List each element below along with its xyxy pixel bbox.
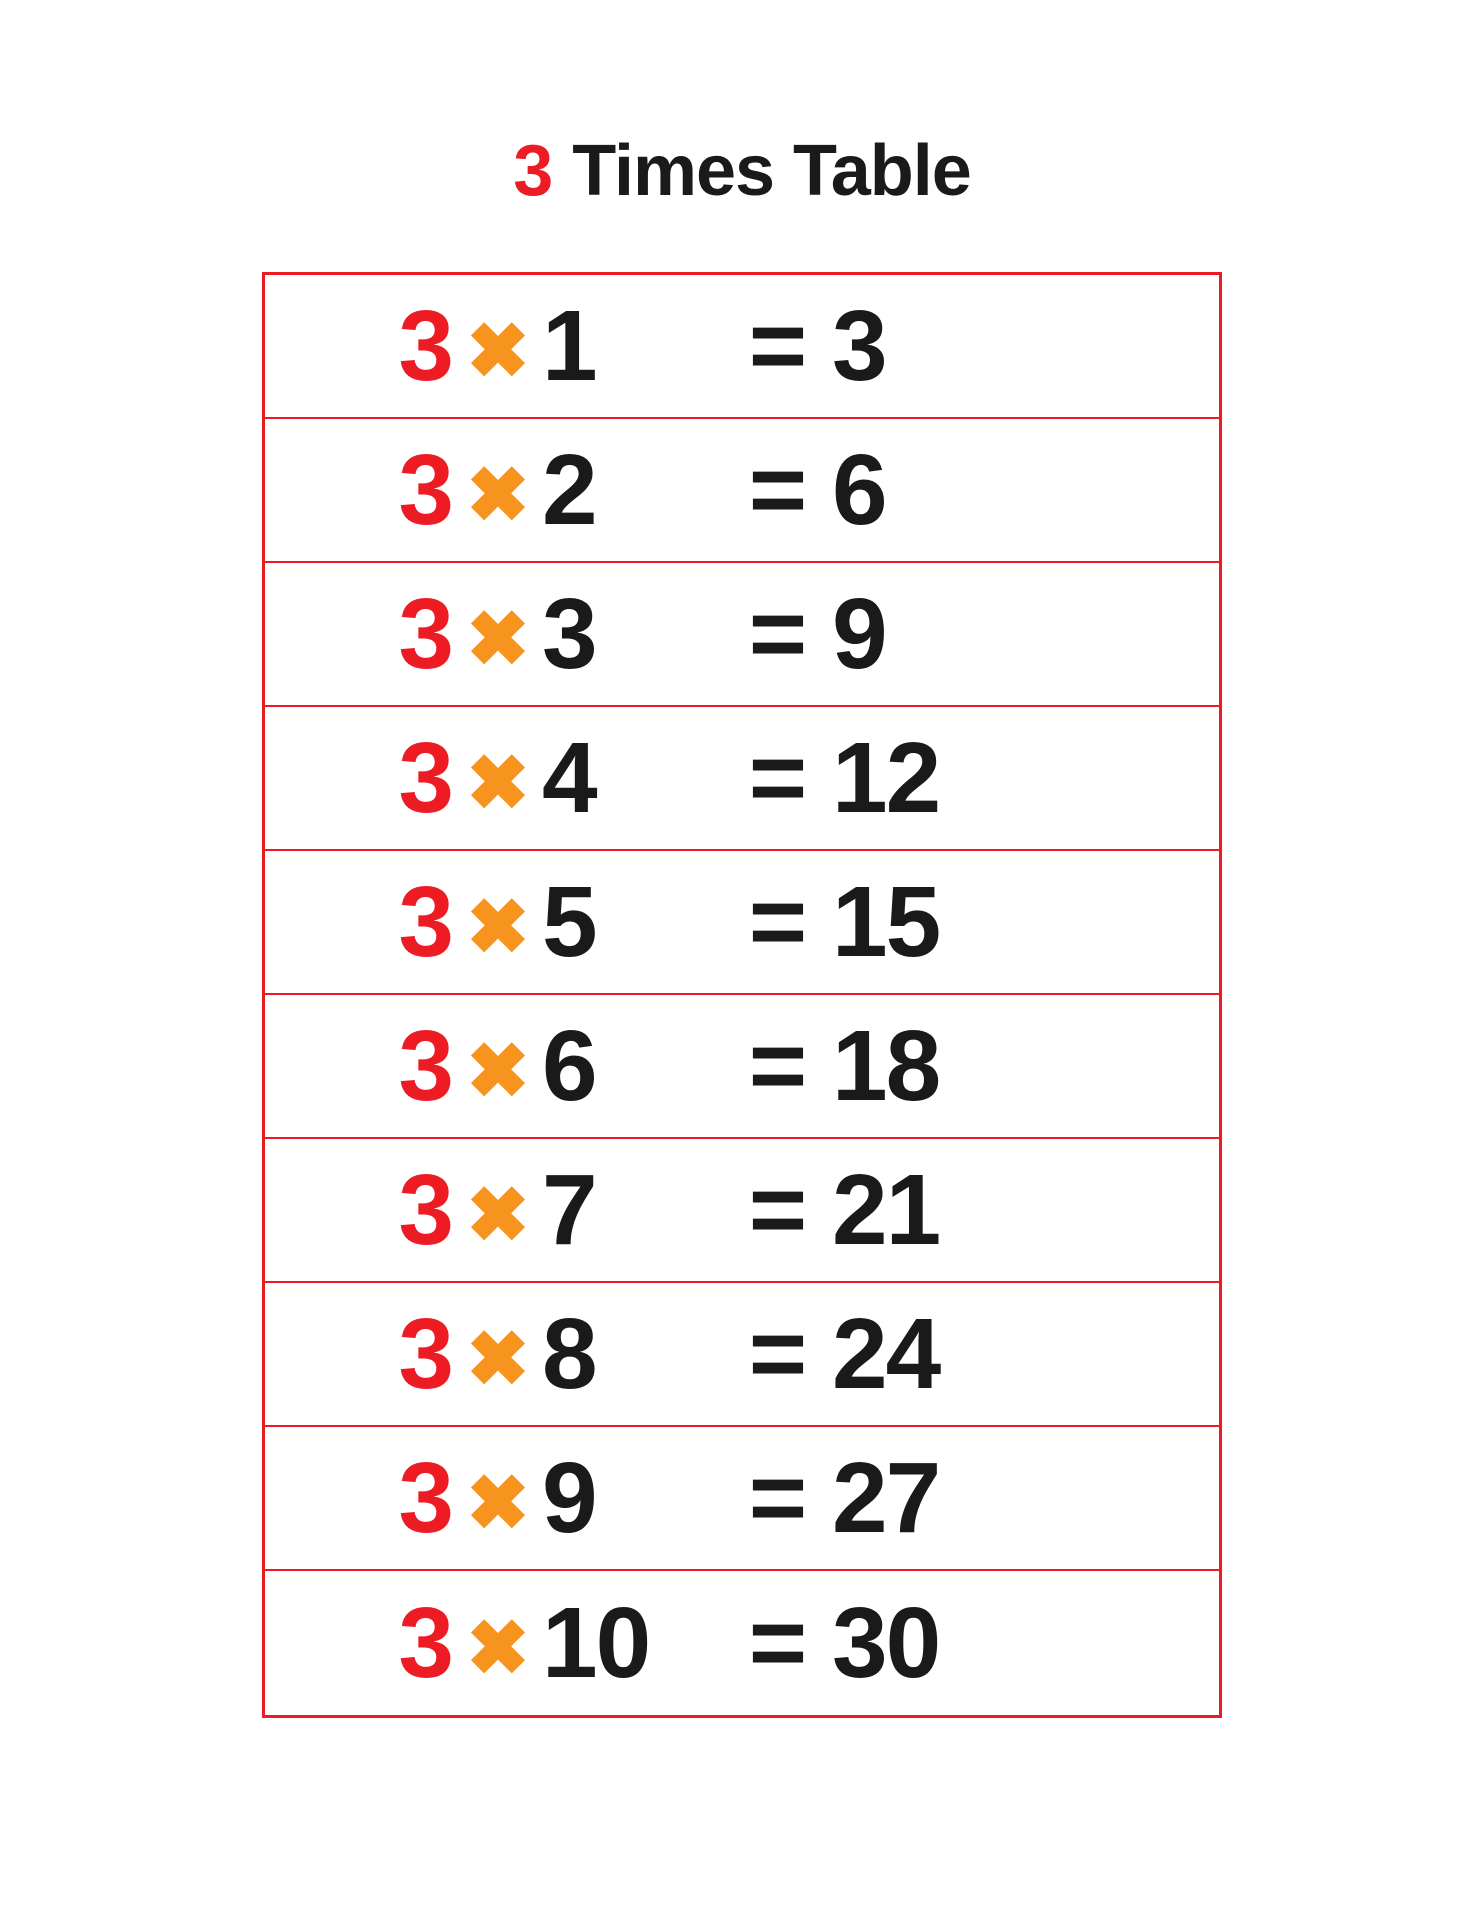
equals-sign: = bbox=[722, 1009, 832, 1124]
table-row: 3✖2=6 bbox=[265, 419, 1219, 563]
multiplicand: 3 bbox=[352, 865, 452, 980]
result: 9 bbox=[832, 577, 1032, 692]
multiplicand: 3 bbox=[352, 1297, 452, 1412]
result: 21 bbox=[832, 1153, 1032, 1268]
result: 18 bbox=[832, 1009, 1032, 1124]
times-icon: ✖ bbox=[452, 1314, 542, 1403]
multiplicand: 3 bbox=[352, 1153, 452, 1268]
times-icon: ✖ bbox=[452, 1026, 542, 1115]
times-icon: ✖ bbox=[452, 1458, 542, 1547]
equals-sign: = bbox=[722, 721, 832, 836]
multiplicand: 3 bbox=[352, 1009, 452, 1124]
equals-sign: = bbox=[722, 577, 832, 692]
table-row: 3✖4=12 bbox=[265, 707, 1219, 851]
multiplier: 9 bbox=[542, 1441, 722, 1556]
result: 6 bbox=[832, 433, 1032, 548]
table-row: 3✖7=21 bbox=[265, 1139, 1219, 1283]
times-icon: ✖ bbox=[452, 450, 542, 539]
result: 3 bbox=[832, 289, 1032, 404]
multiplier: 10 bbox=[542, 1586, 722, 1701]
multiplicand: 3 bbox=[352, 289, 452, 404]
multiplicand: 3 bbox=[352, 1441, 452, 1556]
equation: 3✖1=3 bbox=[352, 289, 1132, 404]
equals-sign: = bbox=[722, 865, 832, 980]
equation: 3✖6=18 bbox=[352, 1009, 1132, 1124]
equation: 3✖8=24 bbox=[352, 1297, 1132, 1412]
multiplier: 2 bbox=[542, 433, 722, 548]
title-text: Times Table bbox=[572, 131, 971, 211]
table-row: 3✖1=3 bbox=[265, 275, 1219, 419]
times-icon: ✖ bbox=[452, 738, 542, 827]
result: 30 bbox=[832, 1586, 1032, 1701]
title-number: 3 bbox=[513, 131, 552, 211]
equation: 3✖9=27 bbox=[352, 1441, 1132, 1556]
times-icon: ✖ bbox=[452, 594, 542, 683]
multiplier: 1 bbox=[542, 289, 722, 404]
table-row: 3✖6=18 bbox=[265, 995, 1219, 1139]
multiplier: 6 bbox=[542, 1009, 722, 1124]
multiplier: 3 bbox=[542, 577, 722, 692]
multiplier: 7 bbox=[542, 1153, 722, 1268]
multiplier: 8 bbox=[542, 1297, 722, 1412]
result: 15 bbox=[832, 865, 1032, 980]
table-row: 3✖3=9 bbox=[265, 563, 1219, 707]
times-icon: ✖ bbox=[452, 1603, 542, 1692]
result: 24 bbox=[832, 1297, 1032, 1412]
equation: 3✖3=9 bbox=[352, 577, 1132, 692]
equation: 3✖10=30 bbox=[352, 1586, 1132, 1701]
table-row: 3✖5=15 bbox=[265, 851, 1219, 995]
equals-sign: = bbox=[722, 1297, 832, 1412]
multiplicand: 3 bbox=[352, 433, 452, 548]
equals-sign: = bbox=[722, 1441, 832, 1556]
times-icon: ✖ bbox=[452, 306, 542, 395]
equals-sign: = bbox=[722, 433, 832, 548]
equals-sign: = bbox=[722, 1586, 832, 1701]
multiplicand: 3 bbox=[352, 1586, 452, 1701]
result: 12 bbox=[832, 721, 1032, 836]
equation: 3✖5=15 bbox=[352, 865, 1132, 980]
multiplier: 4 bbox=[542, 721, 722, 836]
table-row: 3✖8=24 bbox=[265, 1283, 1219, 1427]
multiplicand: 3 bbox=[352, 721, 452, 836]
times-icon: ✖ bbox=[452, 1170, 542, 1259]
result: 27 bbox=[832, 1441, 1032, 1556]
times-icon: ✖ bbox=[452, 882, 542, 971]
multiplier: 5 bbox=[542, 865, 722, 980]
equation: 3✖4=12 bbox=[352, 721, 1132, 836]
table-row: 3✖9=27 bbox=[265, 1427, 1219, 1571]
equals-sign: = bbox=[722, 1153, 832, 1268]
times-table: 3✖1=33✖2=63✖3=93✖4=123✖5=153✖6=183✖7=213… bbox=[262, 272, 1222, 1718]
table-row: 3✖10=30 bbox=[265, 1571, 1219, 1715]
multiplicand: 3 bbox=[352, 577, 452, 692]
equation: 3✖2=6 bbox=[352, 433, 1132, 548]
equation: 3✖7=21 bbox=[352, 1153, 1132, 1268]
equals-sign: = bbox=[722, 289, 832, 404]
page-title: 3Times Table bbox=[513, 130, 971, 212]
